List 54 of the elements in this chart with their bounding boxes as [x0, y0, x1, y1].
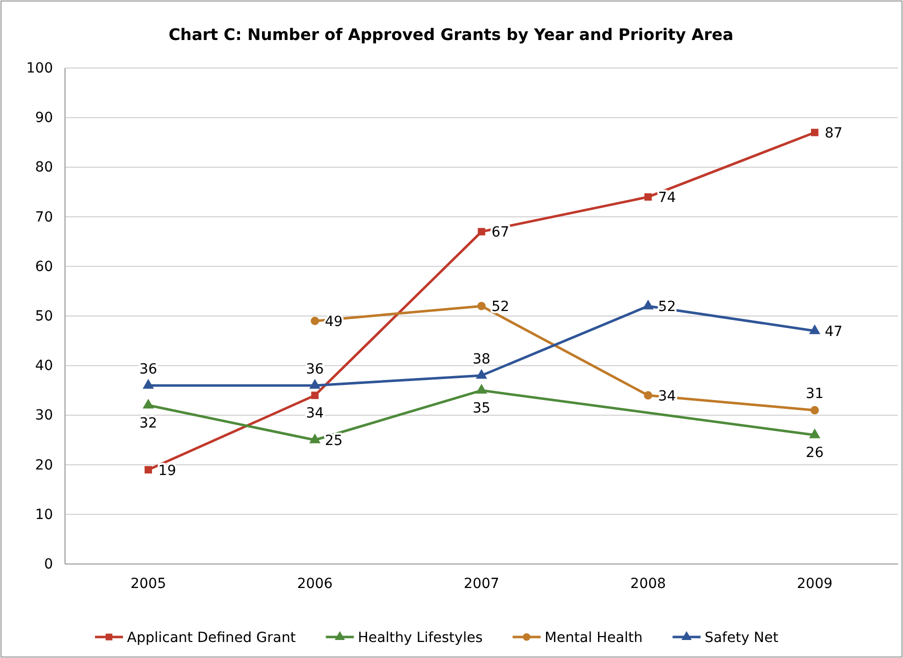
data-label: 36 — [139, 361, 158, 378]
y-tick-label: 100 — [26, 60, 53, 76]
point — [476, 384, 488, 394]
data-label: 35 — [472, 400, 490, 416]
x-tick-label: 2007 — [464, 576, 500, 592]
point — [309, 433, 321, 444]
point — [642, 300, 654, 310]
data-label: 52 — [492, 299, 510, 316]
point — [310, 316, 320, 326]
y-tick-label: 90 — [35, 110, 53, 126]
point — [142, 378, 154, 389]
point — [311, 392, 319, 400]
y-tick-label: 50 — [35, 308, 53, 324]
chart-title: Chart C: Number of Approved Grants by Year and Priority Area — [168, 25, 734, 44]
data-label: 47 — [824, 324, 843, 340]
data-label: 74 — [658, 190, 676, 206]
y-tick-label: 30 — [35, 408, 53, 424]
point — [810, 128, 818, 136]
point — [644, 391, 652, 400]
point — [476, 369, 488, 379]
legend-label: Mental Health — [544, 630, 643, 646]
x-tick-label: 2006 — [297, 576, 333, 592]
data-label: 67 — [492, 224, 510, 241]
point — [644, 193, 652, 201]
legend-label: Healthy Lifestyles — [358, 630, 483, 646]
data-label: 31 — [806, 386, 824, 402]
point — [809, 324, 820, 334]
point — [144, 466, 152, 474]
y-tick-label: 10 — [35, 506, 53, 523]
y-tick-label: 40 — [35, 358, 53, 374]
data-label: 36 — [306, 361, 324, 378]
y-tick-label: 0 — [44, 556, 53, 572]
point — [142, 398, 154, 409]
legend-label: Applicant Defined Grant — [127, 630, 296, 646]
point — [809, 428, 820, 438]
data-label: 25 — [324, 433, 343, 449]
point — [309, 378, 321, 389]
point — [477, 302, 486, 310]
legend-label: Safety Net — [704, 630, 779, 646]
data-label: 32 — [139, 415, 158, 432]
y-tick-label: 70 — [35, 209, 53, 226]
point — [478, 228, 486, 236]
y-tick-label: 80 — [35, 160, 53, 176]
data-label: 26 — [806, 445, 824, 462]
x-tick-label: 2009 — [796, 576, 833, 592]
x-tick-label: 2005 — [130, 576, 166, 592]
y-tick-label: 60 — [35, 258, 53, 275]
point — [810, 406, 819, 414]
data-label: 19 — [158, 462, 176, 479]
y-tick-label: 20 — [35, 457, 53, 474]
x-tick-label: 2008 — [630, 576, 666, 592]
data-label: 87 — [824, 125, 843, 142]
data-label: 34 — [306, 405, 324, 422]
data-label: 38 — [472, 352, 490, 368]
